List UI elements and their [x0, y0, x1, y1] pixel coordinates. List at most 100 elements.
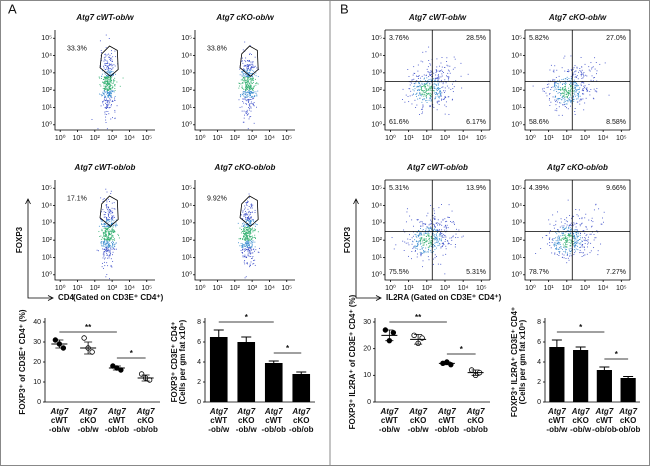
event-dot — [559, 242, 561, 244]
event-dot — [109, 234, 111, 236]
event-dot — [103, 241, 104, 243]
event-dot — [604, 62, 606, 64]
event-dot — [251, 72, 253, 74]
event-dot — [243, 76, 245, 78]
event-dot — [412, 93, 414, 95]
event-dot — [242, 72, 244, 74]
event-dot — [577, 241, 579, 243]
event-dot — [113, 215, 115, 217]
event-dot — [558, 239, 560, 241]
event-dot — [425, 223, 427, 225]
event-dot — [454, 246, 456, 248]
gate-percent: 17.1% — [67, 195, 87, 202]
event-dot — [439, 238, 441, 240]
event-dot — [103, 227, 105, 229]
event-dot — [559, 252, 560, 254]
event-dot — [580, 242, 582, 244]
event-dot — [248, 107, 249, 109]
event-dot — [437, 219, 439, 221]
event-dot — [245, 111, 247, 113]
event-dot — [572, 86, 574, 88]
event-dot — [106, 254, 108, 256]
event-dot — [428, 85, 430, 87]
event-dot — [420, 253, 422, 255]
event-dot — [439, 70, 441, 72]
event-dot — [107, 61, 109, 63]
event-dot — [421, 221, 423, 223]
event-dot — [422, 106, 424, 108]
event-dot — [435, 83, 437, 85]
event-dot — [574, 90, 576, 92]
event-dot — [107, 207, 109, 209]
event-dot — [106, 60, 108, 62]
y-tick-label: 10⁵ — [511, 35, 522, 42]
event-dot — [566, 262, 568, 264]
event-dot — [244, 210, 246, 212]
event-dot — [114, 97, 116, 99]
event-dot — [431, 71, 433, 73]
event-dot — [247, 128, 249, 130]
event-dot — [247, 238, 249, 239]
event-dot — [438, 92, 440, 94]
event-dot — [247, 226, 248, 228]
event-dot — [106, 221, 108, 223]
event-dot — [246, 263, 248, 265]
event-dot — [105, 100, 107, 102]
event-dot — [439, 95, 441, 97]
x-tick-label: 10⁰ — [55, 134, 66, 142]
event-dot — [247, 227, 249, 229]
event-dot — [245, 217, 247, 218]
event-dot — [109, 64, 111, 66]
event-dot — [575, 245, 577, 246]
event-dot — [419, 86, 421, 88]
event-dot — [567, 240, 569, 241]
event-dot — [246, 246, 248, 248]
event-dot — [247, 114, 249, 116]
event-dot — [101, 78, 102, 80]
event-dot — [246, 111, 248, 113]
event-dot — [433, 223, 435, 225]
event-dot — [250, 238, 252, 240]
event-dot — [109, 231, 111, 233]
event-dot — [595, 237, 597, 239]
event-dot — [443, 226, 445, 228]
event-dot — [109, 201, 110, 202]
event-dot — [596, 80, 598, 82]
event-dot — [570, 222, 572, 224]
event-dot — [570, 101, 572, 103]
event-dot — [109, 240, 111, 241]
event-dot — [100, 94, 102, 96]
event-dot — [248, 99, 250, 101]
event-dot — [436, 70, 438, 72]
event-dot — [112, 67, 114, 69]
event-dot — [564, 252, 566, 254]
event-dot — [106, 253, 108, 255]
event-dot — [249, 83, 250, 85]
event-dot — [241, 110, 243, 112]
event-dot — [106, 106, 108, 108]
event-dot — [558, 231, 560, 233]
significance-label: * — [286, 344, 290, 353]
event-dot — [112, 212, 114, 213]
event-dot — [243, 117, 245, 119]
event-dot — [106, 191, 108, 193]
event-dot — [257, 90, 259, 92]
event-dot — [430, 226, 432, 228]
event-dot — [109, 253, 111, 255]
x-tick-label: 10⁰ — [55, 284, 66, 292]
event-dot — [554, 88, 556, 90]
event-dot — [568, 248, 570, 250]
event-dot — [106, 204, 108, 205]
event-dot — [424, 94, 426, 96]
event-dot — [244, 215, 246, 217]
event-dot — [445, 82, 447, 84]
event-dot — [107, 77, 109, 78]
y-tick-label: 10⁰ — [181, 271, 192, 279]
event-dot — [248, 72, 250, 73]
event-dot — [247, 238, 249, 240]
event-dot — [104, 214, 106, 215]
event-dot — [116, 223, 118, 225]
event-dot — [420, 232, 422, 234]
event-dot — [114, 238, 115, 240]
event-dot — [428, 99, 430, 101]
